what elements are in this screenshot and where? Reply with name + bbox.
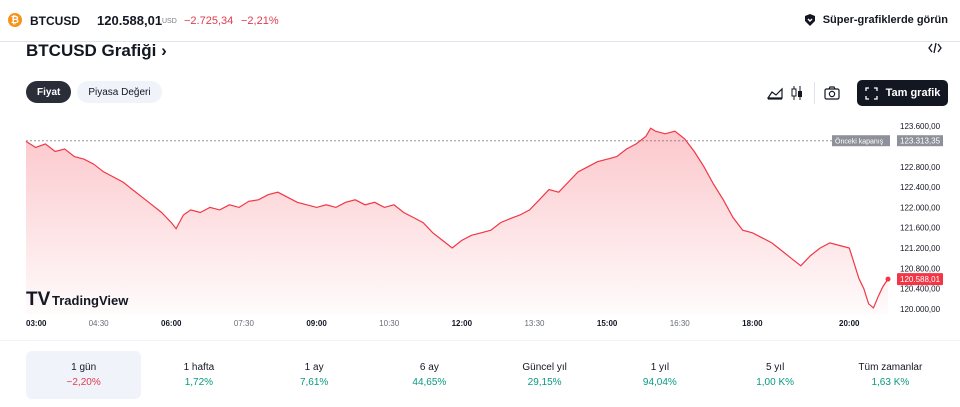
page-title-text: BTCUSD Grafiği [26, 41, 157, 60]
last-price-value: 120.588,01 [900, 275, 941, 284]
super-charts-link[interactable]: Süper-grafiklerde görün [803, 13, 948, 27]
price-change: −2.725,34 [184, 15, 234, 27]
chart-tabs: Fiyat Piyasa Değeri [26, 81, 162, 103]
divider [0, 340, 960, 341]
tab-price[interactable]: Fiyat [26, 81, 72, 103]
y-tick-label: 120.800,00 [900, 264, 941, 273]
period-value: 29,15% [527, 377, 562, 388]
tab-market-cap[interactable]: Piyasa Değeri [77, 81, 162, 103]
super-charts-label: Süper-grafiklerde görün [822, 14, 948, 26]
last-price-tag [897, 273, 943, 286]
camera-icon[interactable] [821, 82, 843, 104]
period-6m[interactable]: 6 ay 44,65% [372, 351, 487, 399]
period-5y[interactable]: 5 yıl 1,00 K% [718, 351, 833, 399]
currency-label: USD [162, 18, 177, 25]
period-1d[interactable]: 1 gün −2,20% [26, 351, 142, 399]
prev-close-tag [832, 135, 890, 147]
area-chart-icon[interactable] [764, 82, 786, 104]
prev-close-label: Önceki kapanış [835, 138, 884, 146]
period-label: 1 gün [71, 362, 97, 373]
last-price-dot [885, 276, 891, 282]
bitcoin-icon: ₿ [8, 13, 22, 27]
y-tick-label: 123.600,00 [900, 122, 941, 131]
period-label: 5 yıl [765, 362, 785, 373]
y-tick-label: 120.000,00 [900, 305, 941, 314]
x-tick-label: 20:00 [839, 319, 860, 328]
x-tick-label: 15:00 [597, 319, 618, 328]
page-title[interactable]: BTCUSD Grafiği › [26, 41, 167, 61]
candlestick-icon[interactable] [786, 82, 808, 104]
tradingview-watermark: TV TradingView [26, 289, 129, 310]
period-1m[interactable]: 1 ay 7,61% [257, 351, 372, 399]
period-label: Güncel yıl [522, 362, 567, 373]
period-value: 94,04% [642, 377, 677, 388]
period-selector: 1 gün −2,20% 1 hafta 1,72% 1 ay 7,61% 6 … [26, 351, 948, 399]
x-tick-label: 03:00 [26, 319, 47, 328]
price-line [25, 127, 889, 309]
x-tick-label: 10:30 [379, 319, 400, 328]
code-icon[interactable] [928, 42, 942, 57]
period-1y[interactable]: 1 yıl 94,04% [602, 351, 717, 399]
watermark-text: TradingView [52, 293, 129, 308]
y-tick-label: 121.200,00 [900, 244, 941, 253]
period-value: 1,72% [184, 377, 214, 388]
period-label: 1 hafta [183, 362, 215, 373]
prev-close-value: 123.313,35 [900, 137, 941, 146]
supercharts-icon [804, 14, 815, 26]
period-all[interactable]: Tüm zamanlar 1,63 K% [833, 351, 948, 399]
full-chart-button[interactable]: Tam grafik [857, 80, 948, 106]
period-1w[interactable]: 1 hafta 1,72% [141, 351, 256, 399]
chart-toolbar [764, 82, 843, 104]
toolbar-divider [814, 82, 815, 104]
prev-close-value-tag [897, 135, 943, 147]
period-value: −2,20% [66, 377, 101, 388]
x-tick-label: 04:30 [89, 319, 110, 328]
x-tick-label: 12:00 [452, 319, 473, 328]
y-tick-label: 120.400,00 [900, 285, 941, 294]
full-chart-label: Tam grafik [885, 87, 941, 99]
x-tick-label: 06:00 [161, 319, 182, 328]
price-chart[interactable]: 123.600,00 122.800,00 122.400,00 122.000,00… [0, 110, 960, 334]
price-area-fill [26, 128, 888, 314]
y-tick-label: 122.800,00 [900, 163, 941, 172]
current-price: 120.588,01 [97, 13, 163, 28]
expand-icon [864, 86, 878, 100]
y-tick-label: 121.600,00 [900, 224, 941, 233]
period-label: 6 ay [419, 362, 439, 373]
x-tick-label: 13:30 [524, 319, 545, 328]
period-value: 1,63 K% [871, 377, 910, 388]
svg-text:TV: TV [26, 289, 51, 310]
period-label: 1 ay [304, 362, 324, 373]
x-tick-label: 07:30 [234, 319, 255, 328]
y-tick-label: 122.000,00 [900, 203, 941, 212]
period-value: 7,61% [299, 377, 329, 388]
x-tick-label: 18:00 [742, 319, 763, 328]
period-label: Tüm zamanlar [858, 362, 923, 373]
price-change-percent: −2,21% [241, 15, 279, 27]
period-label: 1 yıl [650, 362, 670, 373]
period-value: 44,65% [412, 377, 447, 388]
chevron-right-icon: › [161, 41, 167, 60]
period-ytd[interactable]: Güncel yıl 29,15% [487, 351, 602, 399]
x-tick-label: 16:30 [670, 319, 691, 328]
x-tick-label: 09:00 [306, 319, 327, 328]
symbol-header-bar: ₿ BTCUSD 120.588,01 USD −2.725,34 −2,21%… [0, 0, 960, 42]
y-tick-label: 122.400,00 [900, 183, 941, 192]
period-value: 1,00 K% [756, 377, 795, 388]
symbol-name[interactable]: BTCUSD [30, 14, 80, 28]
